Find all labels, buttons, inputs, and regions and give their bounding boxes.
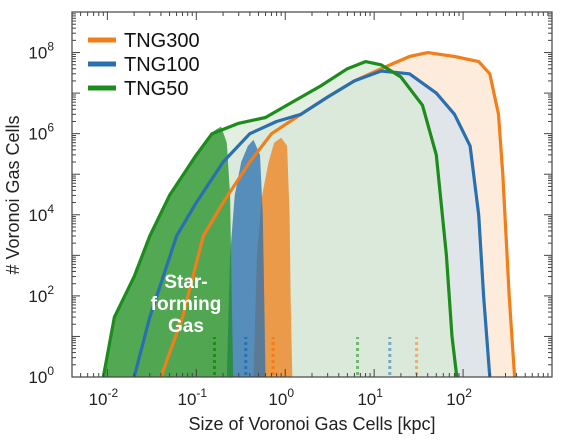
x-tick-label: 100	[268, 386, 294, 409]
axes: 10-2 10-1 100 101 102 100 102 104 106 108	[28, 11, 552, 409]
y-axis-title: # Voronoi Gas Cells	[3, 115, 23, 274]
x-axis-title: Size of Voronoi Gas Cells [kpc]	[188, 414, 435, 434]
all-gas-line-tng300	[159, 51, 517, 378]
chart-areas	[101, 51, 517, 378]
star-forming-fill-tng100	[226, 139, 266, 377]
all-gas-line-tng100	[132, 69, 492, 378]
x-tick-label: 10-2	[89, 386, 119, 409]
star-forming-fill-tng50	[103, 126, 234, 377]
legend-label-tng50: TNG50	[124, 78, 188, 100]
y-tick-label: 108	[28, 40, 54, 63]
median-markers	[212, 337, 419, 375]
star-forming-annotation: Star- forming Gas	[151, 272, 222, 337]
annotation-line-2: forming	[151, 294, 222, 315]
x-tick-label: 102	[446, 386, 472, 409]
legend-label-tng100: TNG100	[124, 54, 200, 76]
x-tick-label: 101	[357, 386, 383, 409]
annotation-line-1: Star-	[164, 272, 207, 293]
y-tick-label: 106	[28, 121, 54, 144]
y-tick-label: 100	[28, 364, 54, 387]
all-gas-line-tng50	[101, 60, 459, 378]
legend-label-tng300: TNG300	[124, 30, 200, 52]
y-tick-label: 104	[28, 202, 54, 225]
x-tick-label: 10-1	[178, 386, 208, 409]
y-tick-label: 102	[28, 283, 54, 306]
annotation-line-3: Gas	[168, 316, 204, 337]
